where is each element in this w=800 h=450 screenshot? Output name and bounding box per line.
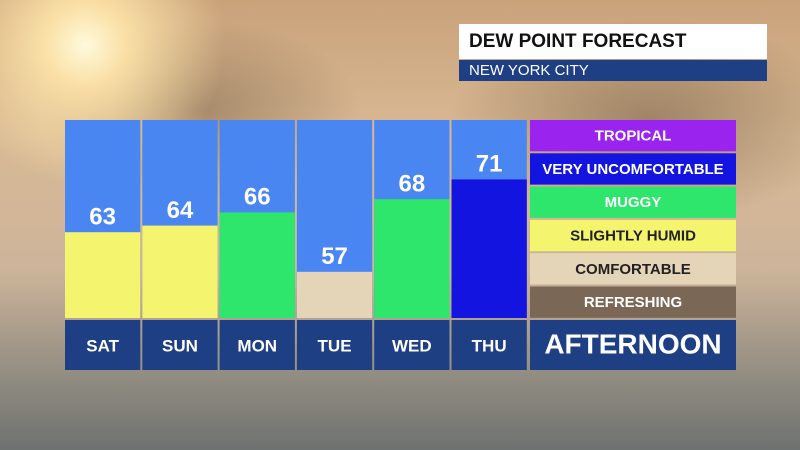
- value-label: 71: [476, 151, 503, 178]
- legend-label: VERY UNCOMFORTABLE: [542, 161, 723, 178]
- legend-label: MUGGY: [605, 194, 662, 211]
- subtitle-box: [459, 60, 767, 81]
- chart-subtitle: NEW YORK CITY: [469, 62, 589, 79]
- bar: [374, 199, 450, 318]
- legend-label: SLIGHTLY HUMID: [570, 228, 696, 245]
- x-tick-label: TUE: [318, 336, 352, 355]
- legend-label: REFRESHING: [584, 294, 682, 311]
- legend-swatch: [530, 120, 736, 152]
- period-label: AFTERNOON: [544, 328, 721, 359]
- legend-swatch: [530, 286, 736, 318]
- bar: [451, 179, 527, 318]
- value-label: 68: [398, 171, 425, 198]
- legend-swatch: [530, 153, 736, 185]
- legend-label: TROPICAL: [595, 128, 672, 145]
- value-label: 57: [321, 243, 348, 270]
- bar: [219, 212, 295, 318]
- chart-title: DEW POINT FORECAST: [469, 31, 687, 52]
- period-box: [530, 320, 736, 370]
- legend-swatch: [530, 253, 736, 285]
- day-label-box: [296, 320, 373, 370]
- value-label: 66: [244, 184, 271, 211]
- title-box: [459, 24, 767, 59]
- day-label-box: [65, 320, 141, 370]
- x-tick-label: WED: [392, 336, 432, 355]
- x-tick-label: SUN: [162, 336, 198, 355]
- day-label-box: [219, 320, 295, 370]
- day-label-box: [451, 320, 527, 370]
- bar: [142, 225, 218, 318]
- legend-swatch: [530, 186, 736, 218]
- value-label: 64: [167, 197, 194, 224]
- x-tick-label: MON: [237, 336, 277, 355]
- bar: [296, 271, 373, 318]
- day-label-box: [142, 320, 218, 370]
- legend-swatch: [530, 219, 736, 252]
- value-label: 63: [89, 204, 116, 231]
- x-tick-label: THU: [472, 336, 507, 355]
- legend-label: COMFORTABLE: [575, 261, 691, 278]
- bar: [65, 232, 141, 318]
- x-tick-label: SAT: [86, 336, 119, 355]
- day-label-box: [374, 320, 450, 370]
